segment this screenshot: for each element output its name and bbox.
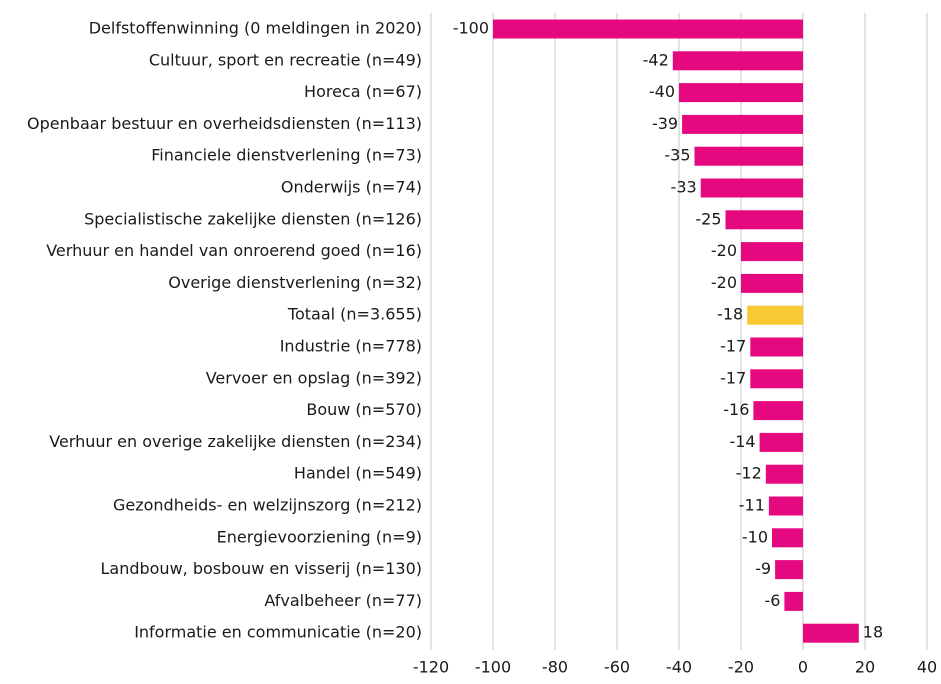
x-tick-label: -120 xyxy=(413,658,449,677)
value-label: -20 xyxy=(711,273,737,292)
bar xyxy=(682,114,803,134)
value-label: -25 xyxy=(695,209,721,228)
value-label: 18 xyxy=(863,623,883,642)
value-label: -6 xyxy=(764,591,780,610)
value-label: -10 xyxy=(742,527,768,546)
x-tick-label: -100 xyxy=(475,658,511,677)
bar xyxy=(725,210,803,230)
category-label: Cultuur, sport en recreatie (n=49) xyxy=(149,50,422,69)
category-label: Financiele dienstverlening (n=73) xyxy=(151,146,422,165)
value-label: -40 xyxy=(649,82,675,101)
category-label: Verhuur en handel van onroerend goed (n=… xyxy=(46,241,422,260)
category-label: Vervoer en opslag (n=392) xyxy=(206,368,422,387)
value-label: -16 xyxy=(723,400,749,419)
value-label: -17 xyxy=(720,337,746,356)
x-tick-label: -60 xyxy=(604,658,630,677)
x-tick-label: -20 xyxy=(728,658,754,677)
category-label: Industrie (n=778) xyxy=(280,337,422,356)
bar xyxy=(753,401,803,421)
value-label: -20 xyxy=(711,241,737,260)
category-label: Verhuur en overige zakelijke diensten (n… xyxy=(49,432,422,451)
value-label: -9 xyxy=(755,559,771,578)
bar xyxy=(765,464,803,484)
value-label: -42 xyxy=(643,50,669,69)
category-label: Gezondheids- en welzijnszorg (n=212) xyxy=(113,496,422,515)
category-label: Totaal (n=3.655) xyxy=(287,305,422,324)
bar xyxy=(772,528,803,548)
x-tick-label: -40 xyxy=(666,658,692,677)
bar xyxy=(750,337,803,357)
bar xyxy=(493,19,803,39)
bar xyxy=(694,146,803,166)
bar xyxy=(741,242,803,262)
category-label: Afvalbeheer (n=77) xyxy=(264,591,422,610)
category-label: Informatie en communicatie (n=20) xyxy=(134,623,422,642)
bar xyxy=(741,273,803,293)
category-label: Energievoorziening (n=9) xyxy=(217,527,422,546)
category-label: Handel (n=549) xyxy=(294,464,422,483)
category-label: Landbouw, bosbouw en visserij (n=130) xyxy=(100,559,422,578)
bar xyxy=(775,560,803,580)
category-label: Specialistische zakelijke diensten (n=12… xyxy=(84,209,422,228)
bar xyxy=(750,369,803,389)
bar xyxy=(784,591,803,611)
x-tick-label: 40 xyxy=(917,658,937,677)
bar xyxy=(768,496,803,516)
bar xyxy=(759,432,803,452)
value-label: -35 xyxy=(664,146,690,165)
bar xyxy=(803,623,859,643)
x-tick-label: 20 xyxy=(855,658,875,677)
x-tick-label: -80 xyxy=(542,658,568,677)
bar xyxy=(747,305,803,325)
bar xyxy=(700,178,803,198)
bar xyxy=(672,51,803,71)
x-tick-label: 0 xyxy=(798,658,808,677)
category-label: Horeca (n=67) xyxy=(304,82,422,101)
value-label: -18 xyxy=(717,305,743,324)
value-label: -14 xyxy=(729,432,755,451)
value-label: -39 xyxy=(652,114,678,133)
value-label: -100 xyxy=(453,19,489,38)
category-label: Overige dienstverlening (n=32) xyxy=(168,273,422,292)
value-label: -12 xyxy=(736,464,762,483)
value-label: -11 xyxy=(739,496,765,515)
value-label: -17 xyxy=(720,368,746,387)
category-label: Delfstoffenwinning (0 meldingen in 2020) xyxy=(89,19,422,38)
category-label: Openbaar bestuur en overheidsdiensten (n… xyxy=(27,114,422,133)
value-label: -33 xyxy=(671,178,697,197)
bar xyxy=(679,83,803,103)
category-label: Bouw (n=570) xyxy=(306,400,422,419)
category-label: Onderwijs (n=74) xyxy=(281,178,422,197)
